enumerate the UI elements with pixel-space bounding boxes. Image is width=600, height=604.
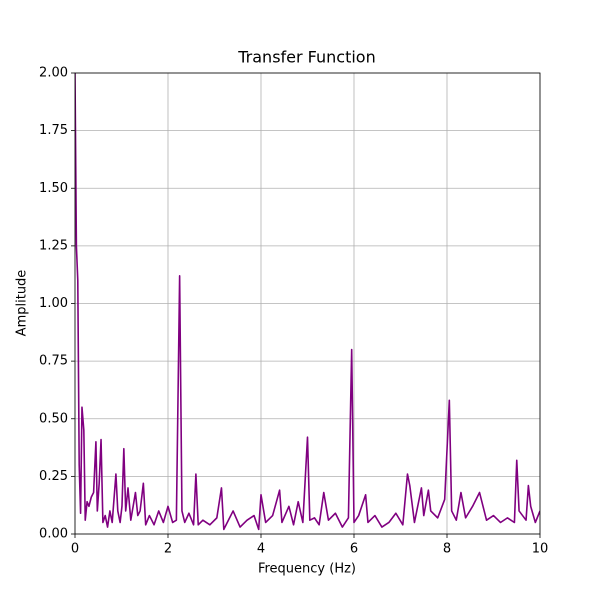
x-tick-label: 6 xyxy=(350,542,358,557)
chart-title: Transfer Function xyxy=(237,48,375,67)
x-axis-label: Frequency (Hz) xyxy=(258,562,356,577)
y-tick-label: 0.00 xyxy=(39,527,68,542)
x-tick-label: 10 xyxy=(532,542,549,557)
y-tick-label: 0.75 xyxy=(39,354,68,369)
x-tick-label: 2 xyxy=(164,542,172,557)
y-tick-label: 1.25 xyxy=(39,238,68,253)
y-tick-label: 1.50 xyxy=(39,181,68,196)
x-tick-label: 4 xyxy=(257,542,265,557)
y-tick-label: 2.00 xyxy=(39,66,68,81)
line xyxy=(75,73,540,531)
y-tick-label: 0.50 xyxy=(39,411,68,426)
y-axis-label: Amplitude xyxy=(15,270,30,337)
y-tick-label: 1.00 xyxy=(39,296,68,311)
y-tick-label: 1.75 xyxy=(39,123,68,138)
x-tick-label: 8 xyxy=(443,542,451,557)
plot-frame xyxy=(74,72,541,535)
x-tick-label: 0 xyxy=(71,542,79,557)
y-tick-label: 0.25 xyxy=(39,469,68,484)
